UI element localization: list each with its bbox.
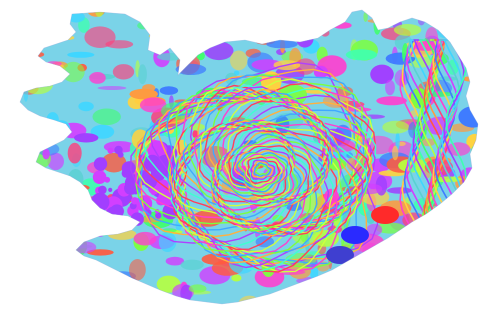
terrain-patch xyxy=(92,108,121,126)
terrain-patch xyxy=(165,256,185,266)
terrain-patch xyxy=(67,51,95,58)
icecap-contour-line xyxy=(130,61,379,268)
icecap-contour-line xyxy=(135,74,369,269)
terrain-patch xyxy=(107,147,114,154)
icecap-contour-line xyxy=(255,163,270,176)
east-contour-line xyxy=(432,39,454,231)
terrain-patch xyxy=(395,132,400,150)
terrain-patch xyxy=(117,151,124,158)
terrain-patch xyxy=(150,165,167,181)
icecap-contour-line xyxy=(246,156,281,185)
icecap-contour-line xyxy=(250,159,276,180)
terrain-patch xyxy=(133,231,157,246)
terrain-patch xyxy=(446,142,471,156)
terrain-patch xyxy=(138,64,147,85)
icecap-contour-line xyxy=(236,151,289,193)
east-contour-line xyxy=(421,39,443,231)
icecap-contour-line xyxy=(138,82,377,273)
icecap-contour-line xyxy=(244,154,283,187)
terrain-patch xyxy=(231,274,242,282)
terrain-patch xyxy=(139,97,167,113)
terrain-patch xyxy=(131,129,149,150)
icecap-contour-line xyxy=(197,121,328,226)
terrain-patch xyxy=(47,152,64,171)
terrain-patch xyxy=(97,86,127,90)
terrain-patch xyxy=(104,176,111,183)
terrain-patch xyxy=(78,101,94,112)
terrain-patch xyxy=(131,197,139,205)
terrain-patch xyxy=(101,152,127,173)
terrain-patch xyxy=(371,206,399,224)
terrain-patch xyxy=(180,259,204,270)
terrain-patch xyxy=(67,142,82,164)
icecap-contour-line xyxy=(241,153,285,189)
terrain-patch xyxy=(188,284,207,293)
terrain-patch xyxy=(385,79,395,96)
icecap-contour-line xyxy=(170,88,359,238)
terrain-patch xyxy=(129,259,146,281)
terrain-patch xyxy=(112,64,135,80)
terrain-patch xyxy=(159,86,179,95)
east-contour-line xyxy=(434,39,457,231)
terrain-patch xyxy=(434,176,462,183)
terrain-patch xyxy=(129,88,158,100)
terrain-patch xyxy=(393,24,422,36)
terrain-patch xyxy=(313,65,328,79)
terrain-patch xyxy=(326,246,354,264)
icecap-contour-line xyxy=(228,145,293,197)
icecap-contour-line xyxy=(238,152,287,191)
terrain-patch xyxy=(192,130,199,139)
terrain-patch xyxy=(376,96,407,106)
central-icecap-contours xyxy=(130,61,379,273)
icecap-contour-line xyxy=(188,118,332,232)
terrain-patch xyxy=(266,40,298,49)
terrain-patch xyxy=(345,49,378,61)
terrain-patch xyxy=(89,72,106,84)
terrain-patch xyxy=(108,187,113,192)
terrain-patch xyxy=(336,86,353,97)
icecap-contour-line xyxy=(253,162,272,177)
terrain-patch xyxy=(121,161,136,176)
icecap-contour-line xyxy=(233,149,290,195)
terrain-patch xyxy=(61,61,85,83)
terrain-patch xyxy=(105,40,134,49)
terrain-patch xyxy=(375,222,406,234)
terrain-patch xyxy=(74,133,99,143)
terrain-patch xyxy=(98,185,107,195)
terrain-patch xyxy=(277,84,307,106)
terrain-patch xyxy=(155,212,162,219)
terrain-patch xyxy=(382,120,410,134)
terrain-patch xyxy=(370,64,394,85)
terrain-patch xyxy=(93,175,103,184)
icecap-contour-line xyxy=(176,99,342,233)
terrain-patch xyxy=(363,11,368,22)
terrain-patch xyxy=(458,106,478,128)
icecap-contour-line xyxy=(232,148,290,196)
terrain-patch xyxy=(366,223,383,236)
terrain-patch xyxy=(387,187,412,194)
terrain-patch xyxy=(341,226,369,244)
east-contour-line xyxy=(407,39,430,231)
icecap-contour-line xyxy=(158,89,374,264)
terrain-patch xyxy=(42,148,50,160)
terrain-patch xyxy=(392,145,399,161)
terrain-patch xyxy=(230,50,248,71)
terrain-patch xyxy=(93,157,108,171)
icecap-contour-line xyxy=(230,146,291,196)
